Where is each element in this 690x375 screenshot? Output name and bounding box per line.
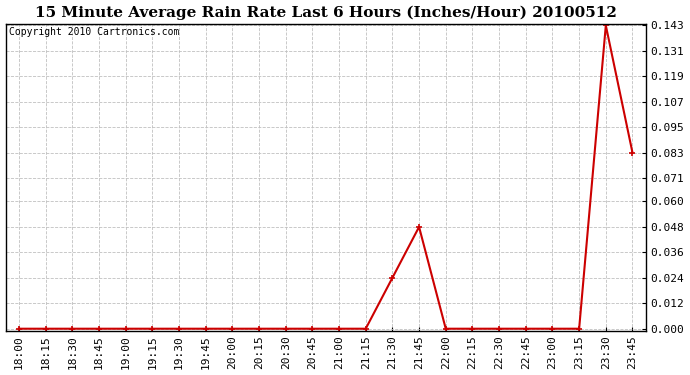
Title: 15 Minute Average Rain Rate Last 6 Hours (Inches/Hour) 20100512: 15 Minute Average Rain Rate Last 6 Hours… [34,6,617,20]
Text: Copyright 2010 Cartronics.com: Copyright 2010 Cartronics.com [9,27,179,37]
